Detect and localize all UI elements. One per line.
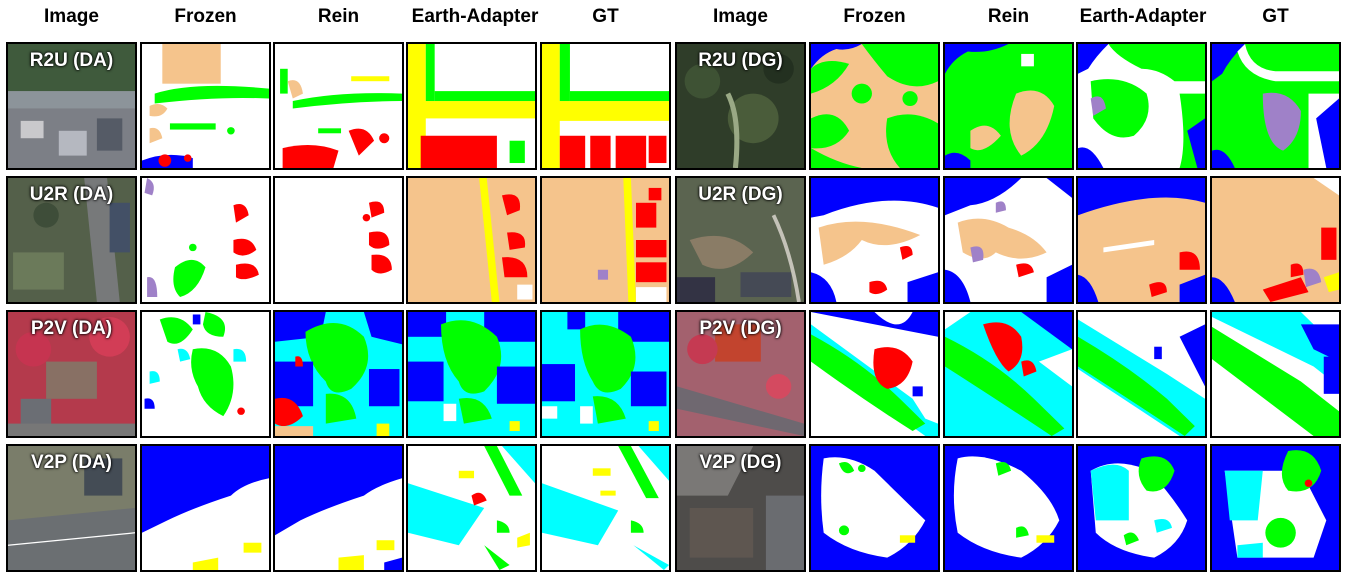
header-image-left: Image	[44, 6, 99, 27]
prediction-rein-p2v-dg	[943, 310, 1074, 438]
satellite-image-p2v-dg: P2V (DG)	[675, 310, 806, 438]
header-earth-adapter-right: Earth-Adapter	[1079, 6, 1207, 27]
satellite-image-r2u-dg: R2U (DG)	[675, 42, 806, 170]
prediction-rein-v2p-dg	[943, 444, 1074, 572]
prediction-frozen-r2u-dg	[809, 42, 940, 170]
header-image-right: Image	[713, 6, 768, 27]
row-label: P2V (DA)	[30, 318, 113, 339]
header-gt-right: GT	[1262, 6, 1289, 27]
prediction-earth-adapter-r2u-da	[406, 42, 537, 170]
prediction-rein-r2u-dg	[943, 42, 1074, 170]
prediction-earth-adapter-p2v-dg	[1076, 310, 1207, 438]
header-rein-right: Rein	[987, 6, 1030, 27]
prediction-rein-u2r-da	[273, 176, 404, 304]
header-frozen-right: Frozen	[843, 6, 906, 27]
prediction-earth-adapter-p2v-da	[406, 310, 537, 438]
prediction-earth-adapter-v2p-dg	[1076, 444, 1207, 572]
prediction-earth-adapter-v2p-da	[406, 444, 537, 572]
prediction-rein-u2r-dg	[943, 176, 1074, 304]
prediction-frozen-p2v-dg	[809, 310, 940, 438]
header-rein-left: Rein	[317, 6, 360, 27]
row-label: R2U (DG)	[698, 50, 783, 71]
ground-truth-u2r-dg	[1210, 176, 1341, 304]
satellite-image-u2r-da: U2R (DA)	[6, 176, 137, 304]
prediction-frozen-r2u-da	[140, 42, 271, 170]
satellite-image-v2p-da: V2P (DA)	[6, 444, 137, 572]
header-earth-adapter-left: Earth-Adapter	[411, 6, 539, 27]
row-label: V2P (DA)	[31, 452, 112, 473]
ground-truth-v2p-da	[540, 444, 671, 572]
row-label: U2R (DA)	[29, 184, 114, 205]
header-gt-left: GT	[592, 6, 619, 27]
satellite-image-p2v-da: P2V (DA)	[6, 310, 137, 438]
row-label: U2R (DG)	[698, 184, 783, 205]
ground-truth-v2p-dg	[1210, 444, 1341, 572]
prediction-earth-adapter-u2r-dg	[1076, 176, 1207, 304]
prediction-frozen-p2v-da	[140, 310, 271, 438]
header-frozen-left: Frozen	[174, 6, 237, 27]
row-label: R2U (DA)	[29, 50, 114, 71]
prediction-rein-v2p-da	[273, 444, 404, 572]
ground-truth-r2u-da	[540, 42, 671, 170]
ground-truth-p2v-dg	[1210, 310, 1341, 438]
prediction-earth-adapter-r2u-dg	[1076, 42, 1207, 170]
prediction-rein-r2u-da	[273, 42, 404, 170]
prediction-rein-p2v-da	[273, 310, 404, 438]
ground-truth-r2u-dg	[1210, 42, 1341, 170]
row-label: V2P (DG)	[699, 452, 782, 473]
satellite-image-r2u-da: R2U (DA)	[6, 42, 137, 170]
satellite-image-v2p-dg: V2P (DG)	[675, 444, 806, 572]
row-label: P2V (DG)	[699, 318, 782, 339]
prediction-frozen-u2r-da	[140, 176, 271, 304]
prediction-frozen-u2r-dg	[809, 176, 940, 304]
prediction-frozen-v2p-da	[140, 444, 271, 572]
ground-truth-u2r-da	[540, 176, 671, 304]
satellite-image-u2r-dg: U2R (DG)	[675, 176, 806, 304]
prediction-frozen-v2p-dg	[809, 444, 940, 572]
ground-truth-p2v-da	[540, 310, 671, 438]
prediction-earth-adapter-u2r-da	[406, 176, 537, 304]
